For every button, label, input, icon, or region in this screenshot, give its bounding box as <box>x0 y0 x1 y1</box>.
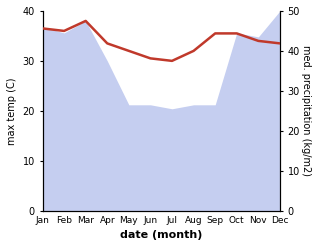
Y-axis label: med. precipitation (kg/m2): med. precipitation (kg/m2) <box>301 45 311 176</box>
Y-axis label: max temp (C): max temp (C) <box>7 77 17 144</box>
X-axis label: date (month): date (month) <box>120 230 203 240</box>
